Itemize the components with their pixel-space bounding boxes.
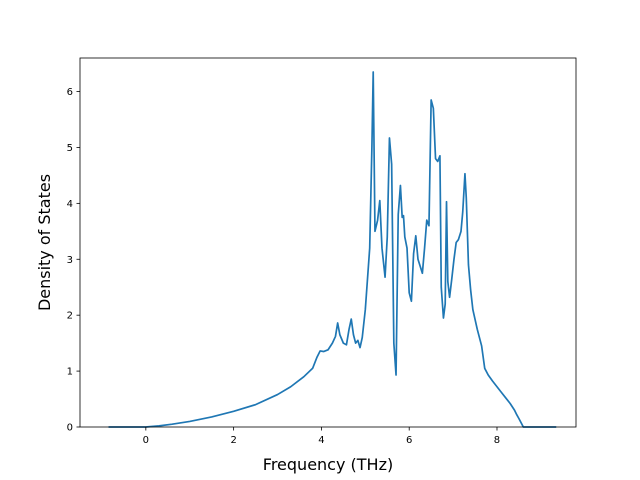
x-tick-label: 0 [143, 435, 149, 446]
y-tick-label: 0 [67, 423, 73, 434]
y-axis-ticks: 0 1 2 3 4 5 6 [67, 87, 80, 434]
y-tick-label: 4 [67, 199, 73, 210]
y-tick-label: 5 [67, 143, 73, 154]
x-tick-label: 4 [318, 435, 324, 446]
axes-frame [79, 57, 577, 428]
y-tick-label: 3 [67, 255, 73, 266]
x-tick-label: 8 [494, 435, 500, 446]
dos-series-line [108, 71, 557, 428]
y-axis-label: Density of States [35, 174, 54, 311]
x-tick-label: 6 [406, 435, 412, 446]
y-tick-label: 2 [67, 311, 73, 322]
y-tick-label: 1 [67, 367, 73, 378]
x-tick-label: 2 [230, 435, 236, 446]
y-tick-label: 6 [67, 87, 73, 98]
x-axis-ticks: 0 2 4 6 8 [143, 427, 500, 446]
plot-area [108, 71, 557, 428]
x-axis-label: Frequency (THz) [263, 455, 393, 474]
